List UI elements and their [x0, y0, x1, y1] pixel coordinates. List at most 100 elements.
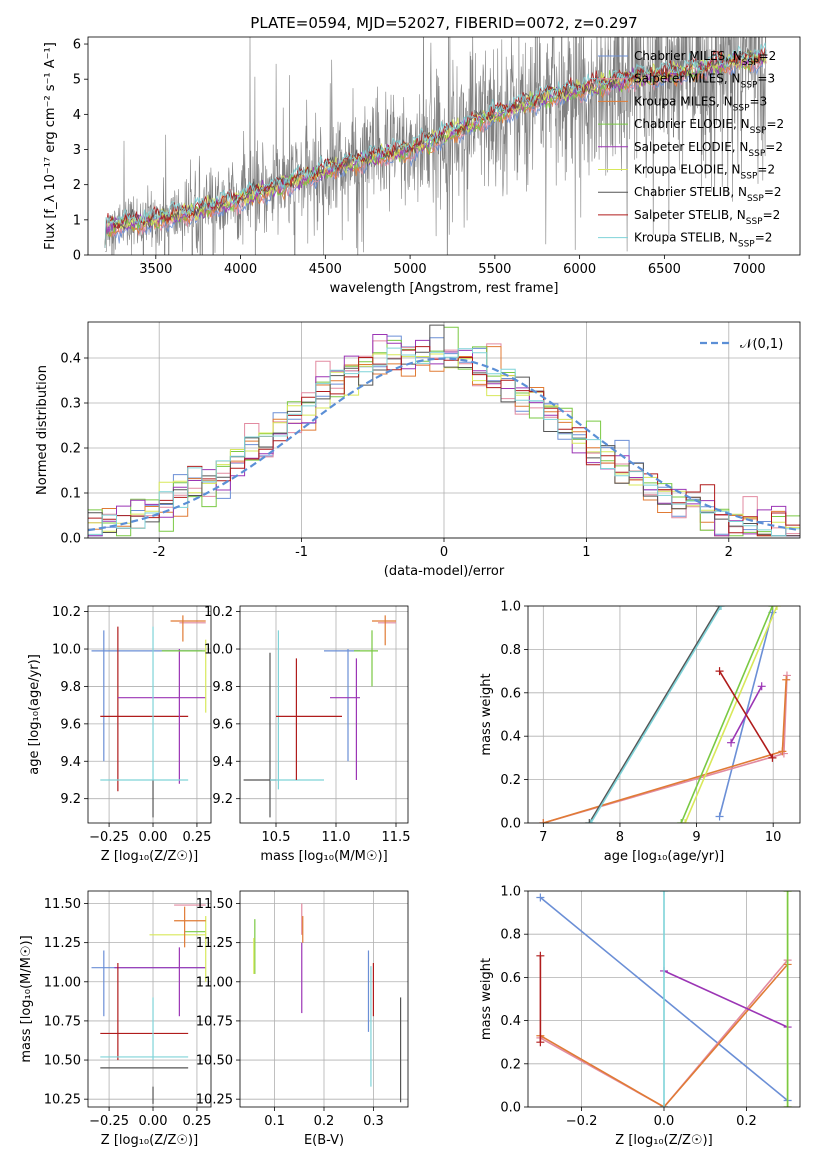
residual-hist-6	[88, 324, 800, 537]
x-axis-label: age [log₁₀(age/yr)]	[604, 849, 725, 864]
age-vs-Z-panel-marks	[91, 615, 207, 818]
weight-point	[783, 1103, 792, 1107]
x-tick-label: −0.2	[566, 1114, 598, 1129]
y-tick-label: 0.8	[500, 643, 521, 658]
y-tick-label: 1.0	[500, 600, 521, 615]
x-tick-label: 11.5	[382, 830, 411, 845]
x-tick-label: 7	[539, 830, 547, 845]
x-tick-label: 1	[582, 545, 590, 560]
x-tick-label: -2	[153, 545, 166, 560]
weight-point	[782, 671, 791, 680]
x-tick-label: −0.25	[89, 1114, 129, 1129]
spectrum-panel: 3500 4000 4500 5000 5500 6000 6500 7000 0 1 2 3 4 5 6 w…	[43, 36, 801, 296]
legend-label: Chabrier STELIB, NSSP=2	[634, 185, 782, 204]
data-spectrum	[105, 37, 767, 255]
age-vs-Z-panel: −0.25 0.00 0.25 9.2 9.4 9.6 9.8 10.0 10.2 Z [log₁…	[27, 605, 211, 864]
y-axis-label: Normed distribution	[35, 365, 50, 495]
legend-label: Chabrier MILES, NSSP=2	[634, 49, 776, 68]
y-tick-label: 3	[73, 143, 81, 158]
weight-vs-Z-panel-marks	[536, 891, 792, 1107]
residual-legend: 𝒩(0,1)	[700, 337, 783, 352]
y-tick-label: 0.0	[500, 817, 521, 832]
x-tick-label: 5500	[478, 262, 511, 277]
x-tick-label: 2	[725, 545, 733, 560]
weight-point	[778, 747, 787, 756]
x-tick-label: 10	[765, 830, 782, 845]
x-tick-label: 4500	[309, 262, 342, 277]
y-tick-label: 5	[73, 73, 81, 88]
y-tick-label: 9.6	[212, 717, 233, 732]
x-tick-label: 11.0	[322, 830, 351, 845]
residuals-panel: -2 -1 0 1 2 0.0 0.1 0.2 0.3 0.4 (data-model)/error…	[35, 321, 801, 579]
y-tick-label: 0.2	[500, 773, 521, 788]
x-tick-label: 0.25	[182, 830, 211, 845]
weight-series-6	[588, 606, 721, 823]
y-tick-label: 11.50	[44, 897, 81, 912]
weight-point	[715, 667, 724, 676]
y-tick-label: 0.4	[500, 1014, 521, 1029]
x-tick-label: 4000	[224, 262, 257, 277]
y-tick-label: 9.6	[60, 717, 81, 732]
plot-frame	[527, 605, 801, 824]
y-axis-label: mass [log₁₀(M/M☉)]	[19, 935, 34, 1062]
residual-hist-7	[88, 346, 800, 537]
x-tick-label: 9	[692, 830, 700, 845]
y-tick-label: 10.0	[52, 643, 81, 658]
weight-point	[536, 893, 545, 902]
y-tick-label: 0.1	[60, 487, 81, 502]
y-tick-label: 10.2	[204, 605, 233, 620]
x-tick-label: 7000	[733, 262, 766, 277]
plot-frame	[87, 36, 801, 256]
y-tick-label: 0.2	[60, 442, 81, 457]
weight-point	[536, 951, 545, 960]
y-tick-label: 0.2	[500, 1057, 521, 1072]
spectrum-lines	[104, 37, 767, 255]
weight-series-2	[540, 963, 789, 1107]
weight-point	[768, 606, 777, 610]
y-tick-label: 1.0	[500, 885, 521, 900]
y-tick-label: 1	[73, 213, 81, 228]
weight-series-3	[680, 606, 774, 823]
x-tick-label: 0.00	[139, 830, 168, 845]
y-tick-label: 11.25	[44, 936, 81, 951]
x-tick-label: 5000	[394, 262, 427, 277]
x-tick-label: 0.25	[182, 1114, 211, 1129]
y-tick-label: 11.00	[196, 975, 233, 990]
weight-series-5	[684, 606, 778, 823]
y-tick-label: 11.50	[196, 897, 233, 912]
y-tick-label: 0.4	[500, 730, 521, 745]
weight-point	[727, 738, 736, 747]
residual-steps	[88, 324, 800, 537]
y-tick-label: 10.75	[196, 1014, 233, 1029]
x-axis-label: Z [log₁₀(Z/Z☉)]	[101, 849, 198, 864]
y-axis-label: Flux [f_λ 10⁻¹⁷ erg cm⁻² s⁻¹ A⁻¹]	[43, 42, 58, 250]
model-spectrum-8	[104, 42, 767, 249]
weight-point	[660, 891, 668, 895]
x-tick-label: 10.5	[262, 830, 291, 845]
y-tick-label: 2	[73, 178, 81, 193]
y-tick-label: 10.50	[44, 1054, 81, 1069]
weight-point	[677, 819, 686, 823]
y-tick-label: 11.25	[196, 936, 233, 951]
y-tick-label: 4	[73, 108, 81, 123]
x-tick-label: -1	[295, 545, 308, 560]
legend-label: Kroupa ELODIE, NSSP=2	[634, 163, 775, 182]
y-tick-label: 9.2	[60, 792, 81, 807]
plot-frame	[239, 605, 409, 824]
weight-point	[717, 606, 726, 610]
y-tick-label: 0.6	[500, 971, 521, 986]
weight-point	[783, 891, 792, 895]
plot-frame	[87, 890, 212, 1108]
y-tick-label: 9.2	[212, 792, 233, 807]
x-axis-label: (data-model)/error	[384, 564, 505, 579]
y-tick-label: 10.25	[44, 1093, 81, 1108]
weight-vs-age-panel-marks	[539, 606, 791, 823]
weight-series-3	[663, 970, 788, 1028]
mass-vs-ebv-panel: 0.1 0.2 0.3 10.25 10.50 10.75 11.00 11.25 11.50 E…	[196, 890, 409, 1148]
x-tick-label: 6500	[648, 262, 681, 277]
spectrum-legend: Chabrier MILES, NSSP=2 Salpeter MILES, NS…	[598, 49, 784, 250]
weight-point	[782, 675, 791, 684]
legend-label: Chabrier ELODIE, NSSP=2	[634, 117, 784, 136]
y-tick-label: 9.8	[60, 680, 81, 695]
